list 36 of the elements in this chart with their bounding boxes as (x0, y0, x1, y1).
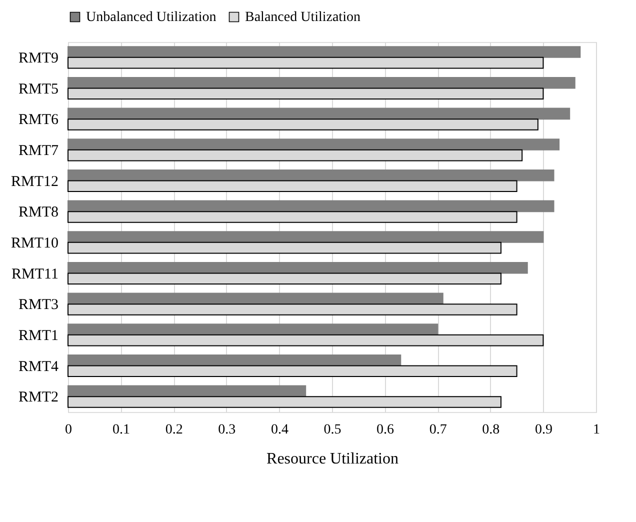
x-tick-label: 0.9 (534, 422, 552, 438)
bar (68, 324, 438, 336)
x-tick-label: 1 (593, 422, 600, 438)
bar (68, 138, 560, 150)
bar (68, 200, 554, 212)
bar (68, 231, 544, 243)
x-tick-label: 0.2 (165, 422, 183, 438)
y-tick-label: RMT11 (12, 266, 58, 282)
y-tick-label: RMT9 (18, 50, 58, 66)
bar (68, 76, 576, 89)
x-tick-label: 0.4 (270, 422, 288, 438)
y-tick-label: RMT4 (18, 358, 59, 375)
legend-label: Balanced Utilization (245, 10, 360, 25)
bar (68, 262, 528, 274)
y-tick-label: RMT3 (18, 297, 58, 314)
y-tick-label: RMT1 (18, 328, 58, 344)
bar (68, 354, 402, 366)
bar (68, 169, 554, 182)
y-tick-label: RMT2 (18, 390, 58, 406)
x-tick-label: 0 (65, 422, 72, 438)
x-tick-label: 0.3 (218, 422, 236, 438)
legend-label: Unbalanced Utilization (86, 10, 216, 25)
y-tick-label: RMT5 (18, 81, 58, 98)
bar (68, 46, 581, 58)
y-tick-label: RMT12 (10, 174, 58, 190)
x-tick-label: 0.1 (112, 422, 130, 438)
x-tick-label: 0.5 (324, 422, 342, 438)
y-tick-label: RMT10 (10, 235, 58, 252)
x-tick-label: 0.6 (376, 422, 394, 438)
y-tick-label: RMT8 (18, 204, 58, 221)
bar (68, 108, 570, 120)
x-tick-label: 0.7 (429, 422, 447, 438)
y-tick-label: RMT7 (18, 142, 59, 159)
x-tick-label: 0.8 (482, 422, 500, 438)
y-tick-label: RMT6 (18, 112, 59, 128)
x-axis-title: Resource Utilization (266, 450, 398, 468)
